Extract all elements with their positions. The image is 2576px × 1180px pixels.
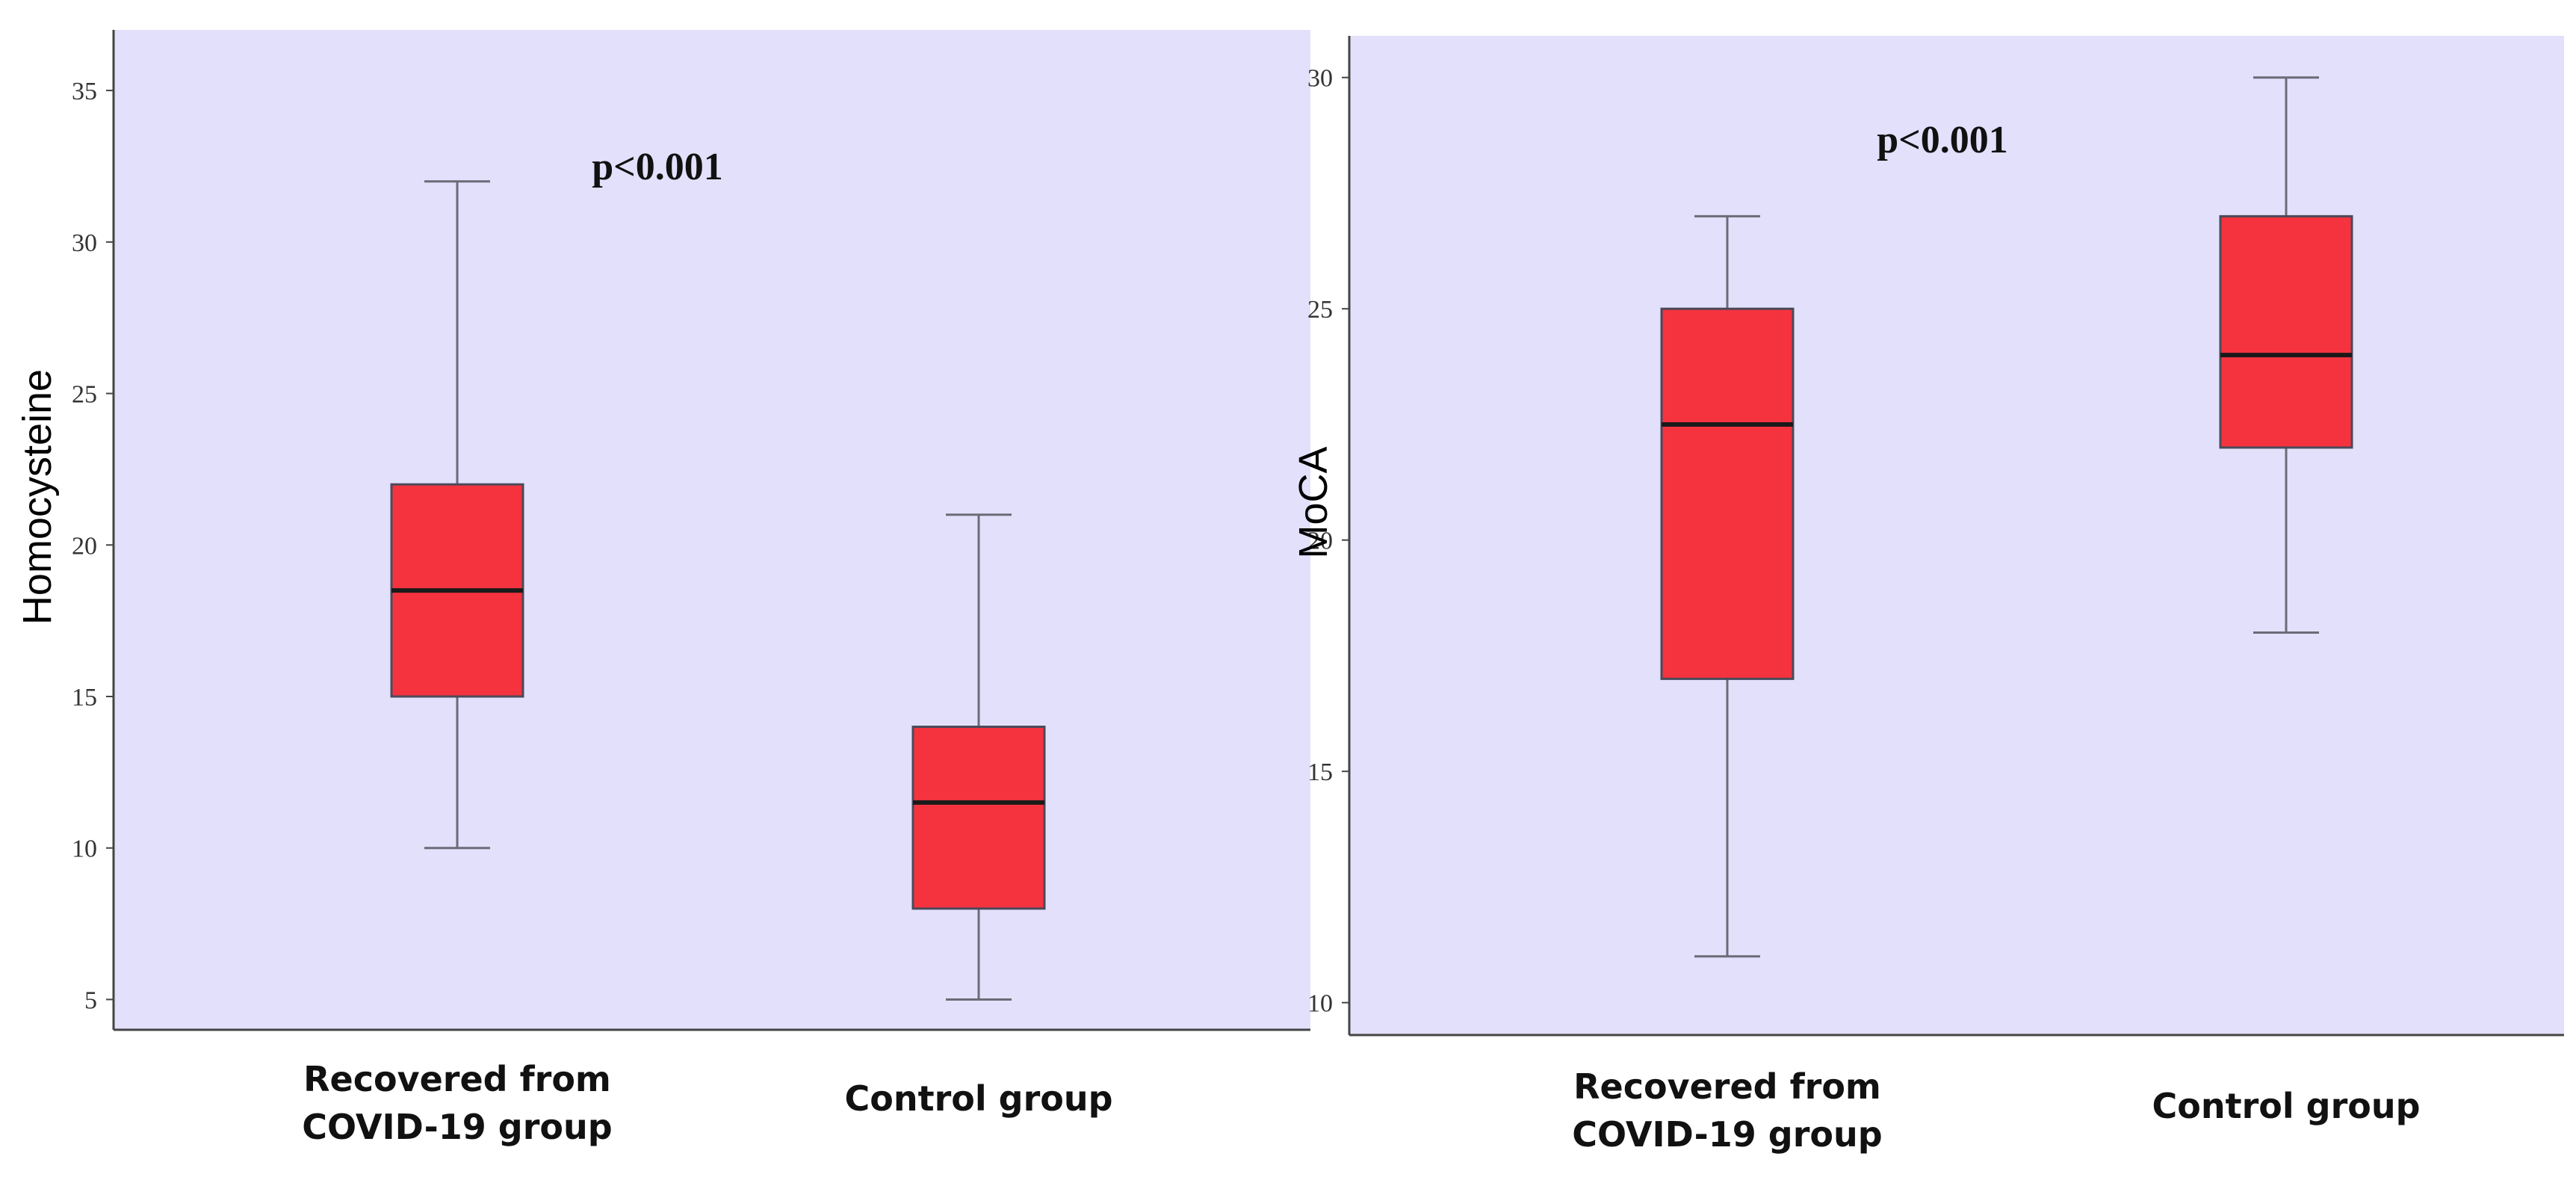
- chart-1: 5 10 15 20 25 30 35 Homocysteine p<0.001 Recovere…: [15, 30, 1310, 1147]
- y-tick-label: 25: [72, 381, 97, 409]
- iqr-box: [911, 726, 1046, 910]
- iqr-box: [2219, 214, 2353, 449]
- y-tick-label: 30: [1307, 65, 1333, 93]
- y-tick-label: 5: [84, 986, 97, 1014]
- chart-2: 10 15 20 25 30 MoCA p<0.001 Recovered from COVID…: [1291, 36, 2564, 1155]
- y-tick-label: 15: [72, 684, 97, 711]
- category-label-line: Recovered from: [1573, 1066, 1881, 1107]
- y-tick-label: 25: [1307, 296, 1333, 324]
- y-axis-label: MoCA: [1291, 446, 1336, 558]
- iqr-box: [1660, 307, 1795, 680]
- box-2: [911, 513, 1046, 1001]
- y-tick-label: 15: [1307, 759, 1333, 786]
- p-value-annotation: p<0.001: [1877, 119, 2008, 161]
- plot-area: [1349, 36, 2564, 1035]
- category-label: Control group: [2152, 1086, 2420, 1126]
- category-label-line: Recovered from: [303, 1059, 611, 1099]
- y-tick-label: 20: [72, 532, 97, 560]
- category-label-line: COVID-19 group: [302, 1107, 612, 1147]
- p-value-annotation: p<0.001: [592, 146, 723, 188]
- category-label: Recovered from COVID-19 group: [1572, 1066, 1882, 1155]
- y-tick-label: 10: [1307, 990, 1333, 1018]
- y-tick-label: 10: [72, 835, 97, 863]
- y-tick-label: 30: [72, 229, 97, 257]
- y-tick-label: 20: [1307, 528, 1333, 555]
- plot-area: [114, 30, 1310, 1030]
- category-label-line: COVID-19 group: [1572, 1114, 1882, 1155]
- category-label: Control group: [844, 1078, 1112, 1119]
- box-1: [390, 180, 524, 850]
- category-label: Recovered from COVID-19 group: [302, 1059, 612, 1147]
- y-tick-label: 35: [72, 78, 97, 105]
- box-1: [1660, 214, 1795, 958]
- box-2: [2219, 76, 2353, 634]
- y-axis-label: Homocysteine: [15, 369, 60, 625]
